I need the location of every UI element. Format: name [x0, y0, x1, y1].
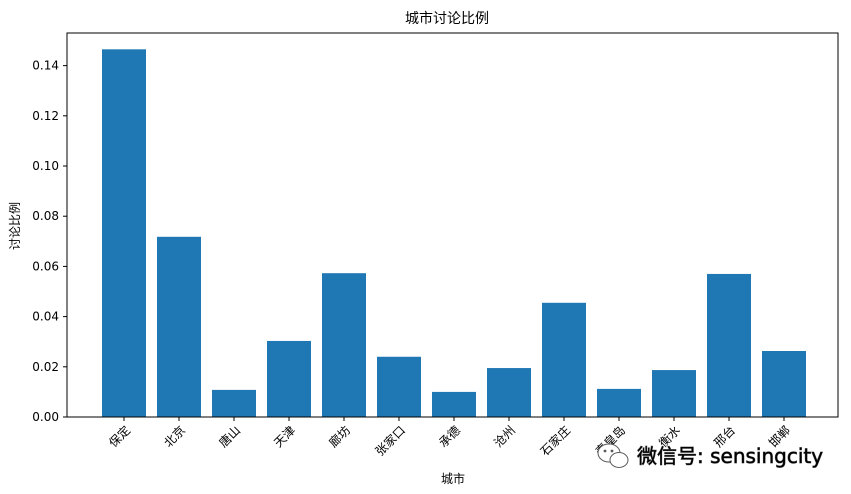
bar-5	[322, 273, 366, 417]
watermark: 微信号: sensingcity	[597, 443, 824, 468]
x-tick-label-9: 石家庄	[537, 423, 573, 459]
bar-2	[157, 236, 201, 417]
bar-9	[542, 302, 586, 417]
y-tick-label-6: 0.10	[32, 159, 59, 173]
y-tick-label-7: 0.12	[32, 109, 59, 123]
bar-7	[432, 391, 476, 417]
x-tick-label-3: 唐山	[216, 423, 244, 451]
bar-6	[377, 356, 421, 417]
bar-4	[267, 340, 311, 417]
bar-1	[102, 49, 146, 418]
x-tick-label-2: 北京	[161, 423, 188, 450]
y-axis: 0.00 0.02 0.04 0.06 0.08 0.10 0.12 0.14	[32, 59, 67, 424]
bars-group	[102, 49, 806, 418]
bar-11	[652, 370, 696, 417]
bar-3	[212, 389, 256, 417]
y-tick-label-2: 0.02	[32, 360, 59, 374]
y-tick-label-4: 0.06	[32, 259, 59, 273]
bar-13	[762, 350, 806, 417]
bar-8	[487, 368, 531, 417]
y-tick-label-1: 0.00	[32, 410, 59, 424]
y-tick-label-8: 0.14	[32, 59, 59, 73]
x-tick-label-5: 廊坊	[326, 423, 354, 451]
wechat-icon	[597, 443, 629, 468]
y-tick-label-5: 0.08	[32, 209, 59, 223]
bar-10	[597, 388, 641, 417]
watermark-text: 微信号: sensingcity	[637, 444, 823, 468]
bar-12	[707, 273, 751, 417]
x-axis-label: 城市	[441, 471, 465, 486]
x-tick-label-6: 张家口	[372, 423, 408, 459]
x-tick-label-8: 沧州	[491, 423, 519, 451]
plot-frame	[66, 32, 839, 418]
x-tick-label-7: 承德	[436, 423, 464, 451]
chart-title: 城市讨论比例	[405, 10, 489, 27]
y-tick-label-3: 0.04	[32, 310, 59, 324]
y-axis-label: 讨论比例	[8, 202, 22, 250]
x-tick-label-1: 保定	[106, 423, 134, 451]
x-tick-label-4: 天津	[271, 423, 298, 450]
